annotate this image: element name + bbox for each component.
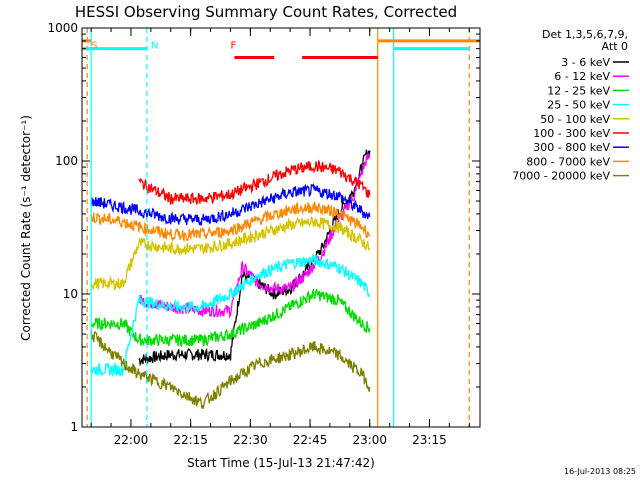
legend-label-3: 25 - 50 keV [547,99,610,112]
series-layer [90,149,371,409]
x-tick-label: 23:15 [412,433,447,447]
legend-label-1: 6 - 12 keV [554,70,610,83]
legend-label-6: 300 - 800 keV [533,141,610,154]
y-axis: 1 10 100 1000 [47,21,480,434]
y-axis-label: Corrected Count Rate (s⁻¹ detector⁻¹) [19,115,33,341]
y-tick-label: 10 [63,287,78,301]
series-line-1 [138,153,371,319]
x-tick-label: 22:15 [173,433,208,447]
x-tick-label: 22:00 [114,433,149,447]
series-line-4 [90,216,371,292]
series-line-6 [90,182,371,226]
y-tick-label: 1000 [47,21,78,35]
x-tick-label: 22:45 [293,433,328,447]
x-axis-label: Start Time (15-Jul-13 21:47:42) [187,456,375,470]
legend-label-0: 3 - 6 keV [561,56,610,69]
series-line-7 [90,201,371,243]
x-tick-label: 23:00 [352,433,387,447]
series-line-5 [138,159,371,205]
y-tick-label: 100 [55,154,78,168]
series-line-8 [90,328,371,409]
series-line-2 [90,288,371,348]
legend-title-line-2: Att 0 [602,40,628,53]
legend-label-4: 50 - 100 keV [540,113,610,126]
flag-n: N [151,41,158,52]
legend-label-2: 12 - 25 keV [547,84,610,97]
flag-f: F [230,41,236,52]
legend-label-7: 800 - 7000 keV [526,155,610,168]
x-axis: 22:00 22:15 22:30 22:45 23:00 23:15 [90,28,470,447]
chart-title: HESSI Observing Summary Count Rates, Cor… [75,3,457,21]
legend-title-line-1: Det 1,3,5,6,7,9, [542,28,628,41]
flag-s: S [91,41,97,52]
x-tick-label: 22:30 [233,433,268,447]
legend-label-5: 100 - 300 keV [533,127,610,140]
y-tick-label: 1 [70,420,78,434]
timestamp: 16-Jul-2013 08:25 [564,467,636,476]
series-line-3 [90,254,371,378]
legend-label-8: 7000 - 20000 keV [512,170,610,183]
legend-title: Det 1,3,5,6,7,9, Att 0 [542,28,628,53]
plot-frame [81,27,481,428]
